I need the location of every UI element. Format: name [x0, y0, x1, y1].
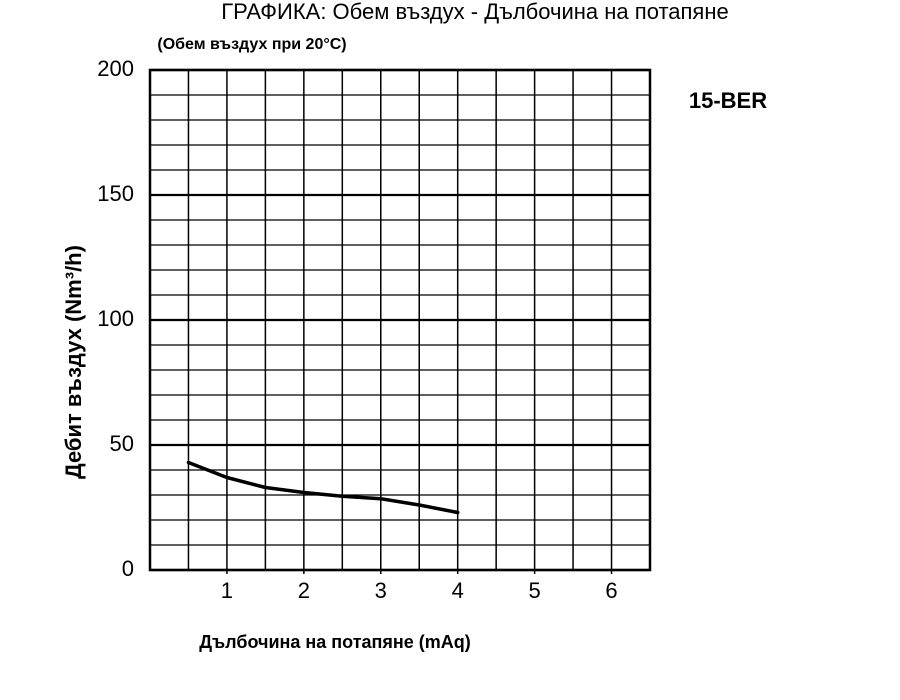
plot-frame: [148, 68, 652, 572]
x-tick-label: 6: [605, 578, 617, 603]
x-tick-label: 3: [375, 578, 387, 603]
y-tick-label: 50: [110, 431, 134, 456]
x-tick-label: 1: [221, 578, 233, 603]
y-tick-label: 200: [97, 56, 134, 81]
data-line: [186, 460, 460, 515]
x-tick-label: 2: [298, 578, 310, 603]
chart-title: ГРАФИКА: Обем въздух - Дълбочина на пота…: [221, 0, 728, 24]
y-tick-label: 100: [97, 306, 134, 331]
chart-subtitle: (Обем въздух при 20°C): [157, 36, 346, 53]
x-tick-label: 5: [528, 578, 540, 603]
y-axis-label: Дебит въздух (Nm³/h): [61, 245, 86, 479]
y-tick-label: 0: [122, 556, 134, 581]
x-tick-label: 4: [452, 578, 464, 603]
y-tick-label: 150: [97, 181, 134, 206]
x-axis-label: Дълбочина на потапяне (mAq): [199, 632, 471, 652]
annotation: 15-BER: [689, 88, 767, 113]
